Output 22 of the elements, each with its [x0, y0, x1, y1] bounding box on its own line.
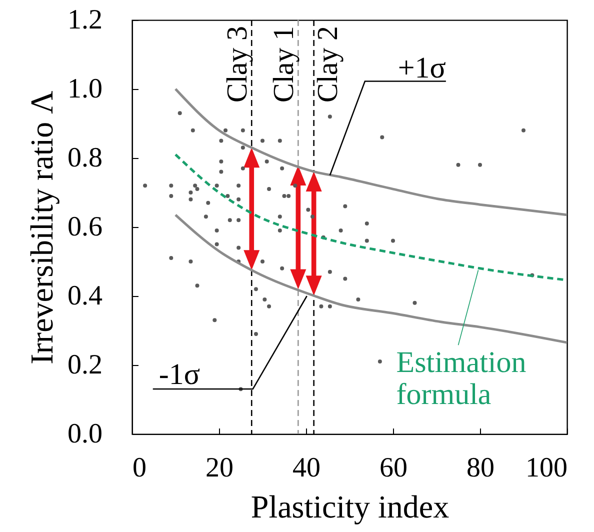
- ref-line-label: Clay 3: [222, 26, 254, 103]
- y-tick-label: 1.2: [68, 4, 102, 36]
- x-axis-title: Plasticity index: [250, 488, 450, 524]
- x-tick-label: 80: [466, 452, 494, 484]
- y-tick-label: 0.6: [68, 212, 102, 242]
- y-tick-label: 0.2: [68, 350, 102, 380]
- y-tick-label: 0.4: [68, 280, 102, 312]
- ref-line-label: Clay 2: [312, 26, 344, 103]
- annotation: Estimation formula: [396, 346, 526, 412]
- y-axis-title: Irreversibility ratio Λ: [24, 90, 60, 364]
- annotation: +1σ: [398, 51, 446, 84]
- y-tick-label: 1.0: [68, 74, 102, 104]
- ref-line-label: Clay 1: [268, 26, 300, 103]
- y-tick-label: 0.8: [68, 142, 102, 174]
- x-tick-label: 0: [132, 452, 146, 484]
- x-tick-label: 60: [380, 452, 408, 484]
- line-series: [174, 214, 568, 344]
- annotation: -1σ: [158, 358, 200, 391]
- x-tick-label: 100: [526, 452, 568, 484]
- x-tick-label: 40: [292, 452, 320, 484]
- y-tick-label: 0.0: [68, 418, 102, 450]
- x-tick-label: 20: [206, 452, 234, 484]
